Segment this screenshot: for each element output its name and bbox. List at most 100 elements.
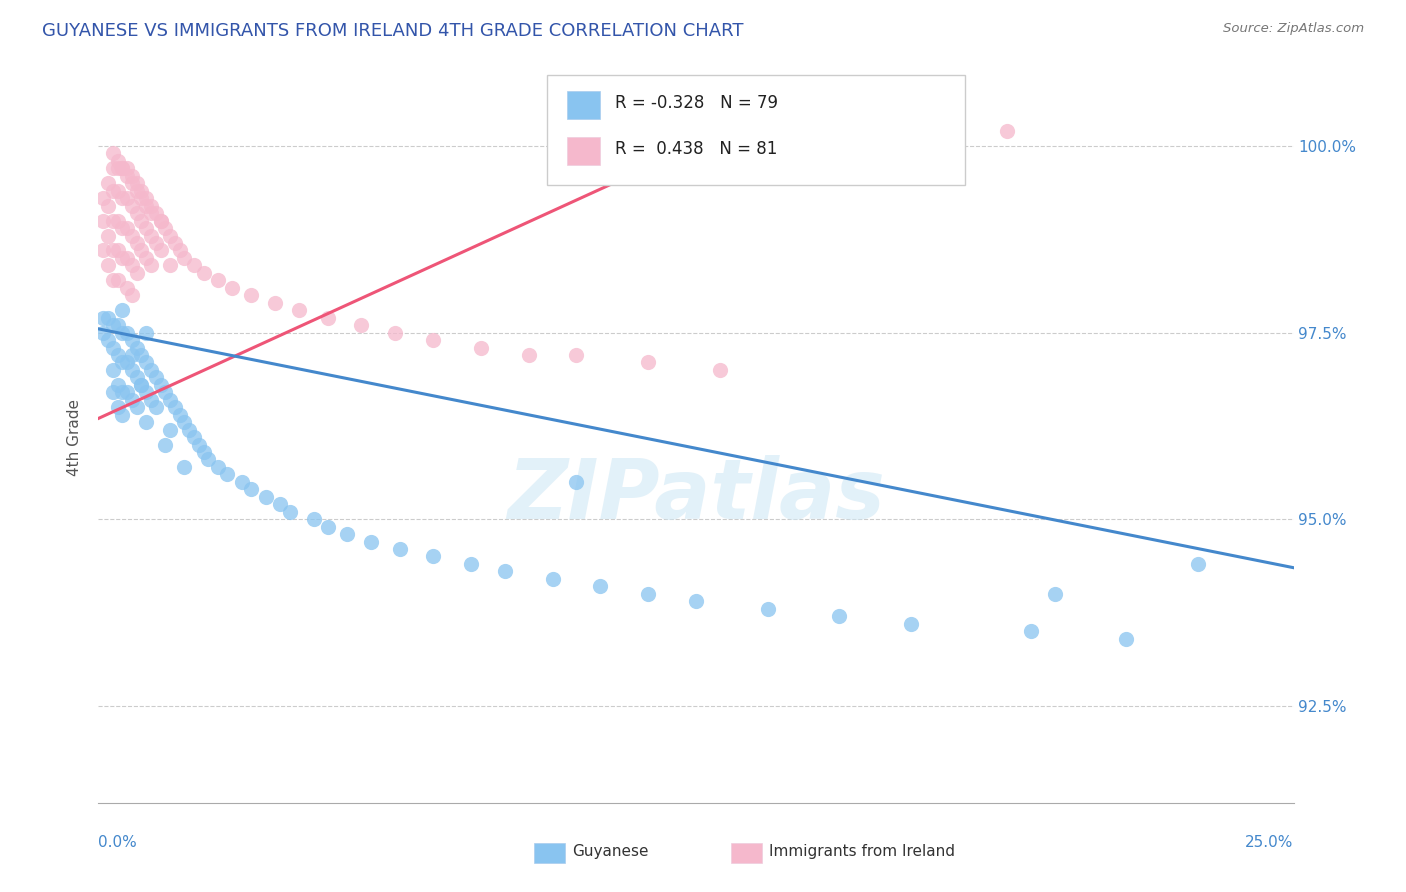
- Point: [115, 169, 138, 183]
- Point: [91, 244, 114, 258]
- Point: [145, 370, 167, 384]
- Point: [159, 228, 181, 243]
- Point: [422, 549, 444, 564]
- Point: [135, 415, 157, 429]
- Point: [155, 437, 177, 451]
- Point: [637, 587, 659, 601]
- Point: [183, 259, 205, 273]
- Point: [565, 475, 588, 489]
- Point: [131, 213, 153, 227]
- Point: [101, 318, 124, 332]
- Point: [221, 281, 243, 295]
- Point: [135, 221, 157, 235]
- Y-axis label: 4th Grade: 4th Grade: [67, 399, 83, 475]
- Point: [422, 333, 444, 347]
- Point: [121, 199, 143, 213]
- Point: [135, 326, 157, 340]
- Point: [111, 161, 134, 176]
- Point: [131, 244, 153, 258]
- Point: [193, 445, 215, 459]
- Point: [207, 273, 229, 287]
- Point: [288, 303, 311, 318]
- Point: [1043, 587, 1066, 601]
- Point: [97, 310, 120, 325]
- Point: [197, 452, 219, 467]
- Point: [517, 348, 540, 362]
- Point: [111, 355, 134, 369]
- Point: [163, 401, 186, 415]
- Point: [193, 266, 215, 280]
- FancyBboxPatch shape: [547, 75, 965, 185]
- Point: [135, 355, 157, 369]
- Point: [125, 177, 148, 191]
- Text: 0.0%: 0.0%: [98, 836, 138, 850]
- Point: [159, 259, 181, 273]
- Point: [101, 146, 124, 161]
- Point: [1019, 624, 1042, 639]
- Point: [145, 206, 167, 220]
- Point: [107, 273, 129, 287]
- Point: [101, 184, 124, 198]
- Point: [121, 177, 143, 191]
- Point: [231, 475, 253, 489]
- Text: R = -0.328   N = 79: R = -0.328 N = 79: [614, 94, 778, 112]
- Point: [125, 370, 148, 384]
- Point: [131, 184, 153, 198]
- Point: [111, 326, 134, 340]
- Text: 25.0%: 25.0%: [1246, 836, 1294, 850]
- Point: [101, 213, 124, 227]
- Point: [541, 572, 564, 586]
- Point: [709, 363, 731, 377]
- Point: [131, 348, 153, 362]
- Point: [149, 377, 172, 392]
- Point: [179, 423, 201, 437]
- Point: [173, 459, 195, 474]
- Point: [173, 415, 195, 429]
- Point: [121, 333, 143, 347]
- Point: [145, 401, 167, 415]
- Text: ZIPatlas: ZIPatlas: [508, 455, 884, 536]
- Point: [125, 184, 148, 198]
- Point: [131, 191, 153, 205]
- Point: [91, 191, 114, 205]
- FancyBboxPatch shape: [567, 91, 600, 119]
- Point: [107, 318, 129, 332]
- Text: R =  0.438   N = 81: R = 0.438 N = 81: [614, 140, 778, 158]
- Point: [91, 326, 114, 340]
- Point: [111, 251, 134, 265]
- Point: [163, 235, 186, 250]
- Point: [111, 221, 134, 235]
- Point: [107, 213, 129, 227]
- Point: [316, 310, 339, 325]
- Point: [995, 124, 1018, 138]
- Point: [316, 519, 339, 533]
- Point: [494, 565, 516, 579]
- Point: [460, 557, 482, 571]
- Point: [107, 377, 129, 392]
- Point: [101, 273, 124, 287]
- Point: [107, 401, 129, 415]
- Point: [139, 199, 162, 213]
- Point: [139, 363, 162, 377]
- Point: [155, 221, 177, 235]
- Point: [97, 259, 120, 273]
- Point: [111, 408, 134, 422]
- Point: [183, 430, 205, 444]
- Point: [139, 259, 162, 273]
- Point: [115, 281, 138, 295]
- Point: [135, 199, 157, 213]
- Point: [173, 251, 195, 265]
- Point: [101, 385, 124, 400]
- Point: [565, 348, 588, 362]
- Point: [264, 295, 287, 310]
- Point: [187, 437, 209, 451]
- Point: [125, 235, 148, 250]
- Point: [388, 542, 411, 557]
- Point: [125, 206, 148, 220]
- Point: [169, 244, 191, 258]
- Point: [131, 377, 153, 392]
- Text: Immigrants from Ireland: Immigrants from Ireland: [769, 845, 955, 859]
- Point: [115, 385, 138, 400]
- Point: [115, 326, 138, 340]
- Point: [470, 341, 492, 355]
